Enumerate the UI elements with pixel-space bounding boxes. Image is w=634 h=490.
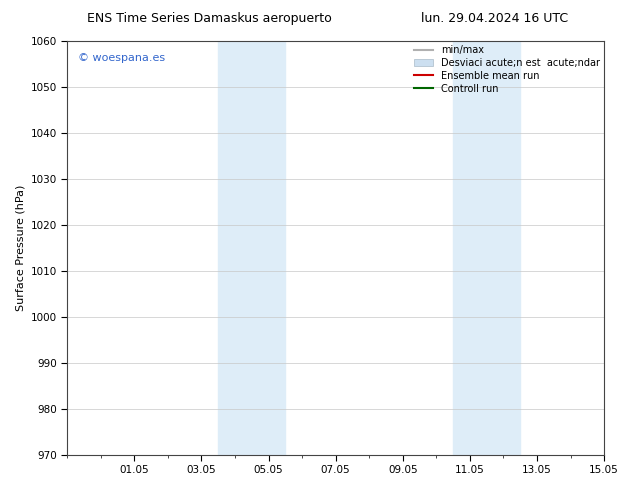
Bar	[218, 41, 252, 455]
Bar	[487, 41, 521, 455]
Y-axis label: Surface Pressure (hPa): Surface Pressure (hPa)	[15, 185, 25, 311]
Bar	[453, 41, 487, 455]
Text: ENS Time Series Damaskus aeropuerto: ENS Time Series Damaskus aeropuerto	[87, 12, 332, 25]
Legend: min/max, Desviaci acute;n est  acute;ndar, Ensemble mean run, Controll run: min/max, Desviaci acute;n est acute;ndar…	[410, 41, 604, 98]
Text: © woespana.es: © woespana.es	[78, 53, 165, 64]
Bar	[252, 41, 285, 455]
Text: lun. 29.04.2024 16 UTC: lun. 29.04.2024 16 UTC	[421, 12, 568, 25]
